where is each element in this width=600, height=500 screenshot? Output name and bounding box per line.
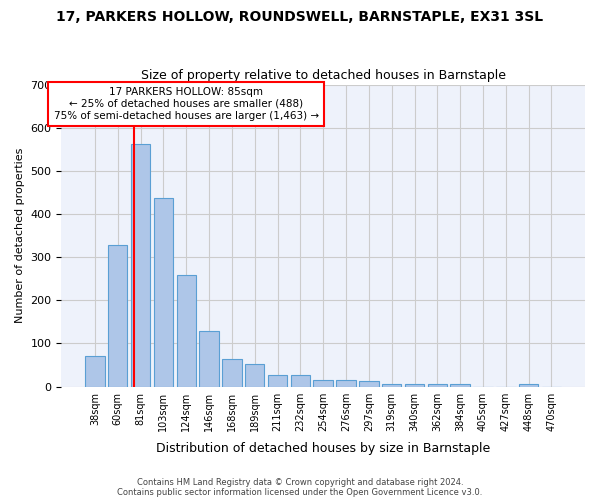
Bar [131,144,150,386]
Bar [359,382,379,386]
Bar [108,245,127,386]
Bar [268,374,287,386]
X-axis label: Distribution of detached houses by size in Barnstaple: Distribution of detached houses by size … [156,442,490,455]
Bar [290,374,310,386]
Title: Size of property relative to detached houses in Barnstaple: Size of property relative to detached ho… [141,69,506,82]
Bar [428,384,447,386]
Bar [245,364,265,386]
Bar [451,384,470,386]
Text: Contains HM Land Registry data © Crown copyright and database right 2024.
Contai: Contains HM Land Registry data © Crown c… [118,478,482,497]
Bar [176,276,196,386]
Bar [405,384,424,386]
Text: 17, PARKERS HOLLOW, ROUNDSWELL, BARNSTAPLE, EX31 3SL: 17, PARKERS HOLLOW, ROUNDSWELL, BARNSTAP… [56,10,544,24]
Bar [337,380,356,386]
Bar [382,384,401,386]
Bar [519,384,538,386]
Bar [199,332,219,386]
Bar [313,380,333,386]
Y-axis label: Number of detached properties: Number of detached properties [15,148,25,324]
Text: 17 PARKERS HOLLOW: 85sqm
← 25% of detached houses are smaller (488)
75% of semi-: 17 PARKERS HOLLOW: 85sqm ← 25% of detach… [53,88,319,120]
Bar [154,198,173,386]
Bar [222,360,242,386]
Bar [85,356,104,386]
